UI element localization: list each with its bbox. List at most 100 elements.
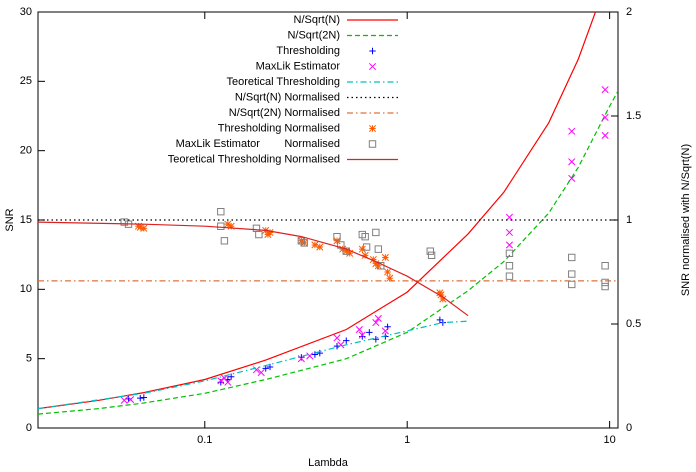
data-point xyxy=(227,222,235,230)
y2-tick-label: 0.5 xyxy=(626,318,641,330)
data-point xyxy=(137,394,144,402)
data-point xyxy=(436,316,444,324)
legend-label: Teoretical Thresholding Normalised xyxy=(168,153,340,165)
data-point xyxy=(374,245,383,253)
y2-tick-label: 1 xyxy=(626,214,632,226)
data-point xyxy=(369,255,377,264)
data-point xyxy=(601,282,609,291)
series-line xyxy=(38,221,469,317)
data-point xyxy=(136,223,144,231)
data-point xyxy=(374,314,382,323)
data-point xyxy=(342,247,350,255)
data-point xyxy=(359,333,366,340)
data-point xyxy=(120,396,128,404)
data-point xyxy=(377,262,385,270)
data-point xyxy=(568,127,576,135)
data-point xyxy=(333,232,341,241)
data-point xyxy=(224,220,232,228)
data-point xyxy=(342,247,350,255)
data-point xyxy=(266,363,274,371)
y-axis-title: SNR xyxy=(4,208,16,231)
data-point xyxy=(505,228,514,237)
y2-tick-label: 2 xyxy=(626,6,632,18)
y-tick-label: 0 xyxy=(26,422,32,434)
data-point xyxy=(361,251,369,259)
data-point xyxy=(257,368,265,377)
data-point xyxy=(333,334,341,342)
data-point xyxy=(358,230,366,239)
data-point xyxy=(568,158,576,166)
data-point xyxy=(316,243,324,251)
x-tick-label: 1 xyxy=(404,434,410,446)
data-point xyxy=(372,336,380,343)
legend-label: MaxLik Estimator Normalised xyxy=(176,138,340,150)
legend-label: N/Sqrt(N) xyxy=(294,14,340,26)
legend-label: N/Sqrt(2N) Normalised xyxy=(229,107,340,119)
data-point xyxy=(227,373,235,380)
data-point xyxy=(124,220,133,228)
data-point xyxy=(436,289,444,297)
y-tick-label: 5 xyxy=(26,353,32,365)
data-point xyxy=(601,113,609,121)
data-point xyxy=(134,222,142,230)
data-point xyxy=(601,262,609,270)
data-point xyxy=(217,377,225,385)
data-point xyxy=(366,329,373,336)
data-point xyxy=(311,241,319,249)
data-point xyxy=(601,131,609,139)
legend-label: N/Sqrt(2N) xyxy=(287,29,340,41)
data-point xyxy=(381,327,389,335)
data-point xyxy=(127,396,135,404)
data-point xyxy=(568,253,576,262)
y-tick-label: 15 xyxy=(20,214,32,226)
y-tick-label: 25 xyxy=(20,75,32,87)
data-point xyxy=(333,237,341,245)
y-tick-label: 30 xyxy=(20,6,32,18)
data-point xyxy=(568,280,576,289)
data-point xyxy=(300,239,308,247)
y2-tick-label: 1.5 xyxy=(626,110,641,122)
data-point xyxy=(252,224,261,233)
data-point xyxy=(255,230,263,239)
data-point xyxy=(505,272,514,280)
data-point xyxy=(217,207,225,216)
data-point xyxy=(264,231,272,239)
legend-swatch xyxy=(368,140,377,148)
data-point xyxy=(361,232,369,241)
series-line xyxy=(38,320,469,410)
data-point xyxy=(427,251,436,260)
legend-label: N/Sqrt(N) Normalised xyxy=(235,91,340,103)
legend-swatch xyxy=(368,124,377,133)
x-tick-label: 0.1 xyxy=(197,434,212,446)
data-point xyxy=(372,319,380,327)
legend-label: Teoretical Thresholding xyxy=(226,76,340,88)
data-point xyxy=(120,218,128,226)
data-point xyxy=(374,262,382,270)
data-point xyxy=(601,86,609,94)
data-point xyxy=(140,394,148,401)
x-tick-label: 10 xyxy=(603,434,615,446)
data-point xyxy=(381,253,389,261)
y2-tick-label: 0 xyxy=(626,422,632,434)
data-point xyxy=(297,237,306,245)
data-point xyxy=(224,378,232,386)
data-point xyxy=(384,268,392,276)
data-point xyxy=(311,351,319,358)
data-point xyxy=(140,224,148,232)
data-point xyxy=(220,237,229,245)
data-point xyxy=(217,222,225,230)
data-point xyxy=(439,295,447,303)
data-point xyxy=(316,349,323,357)
data-point xyxy=(437,291,445,299)
data-point xyxy=(505,262,514,270)
data-point xyxy=(343,337,350,344)
data-point xyxy=(386,274,394,282)
legend-label: Thresholding Normalised xyxy=(218,122,340,134)
data-point xyxy=(426,247,434,255)
data-point xyxy=(505,213,514,221)
data-point xyxy=(217,379,225,386)
data-point xyxy=(505,241,514,249)
legend-label: MaxLik Estimator xyxy=(256,60,341,72)
y-tick-label: 10 xyxy=(20,283,32,295)
data-point xyxy=(358,245,366,253)
